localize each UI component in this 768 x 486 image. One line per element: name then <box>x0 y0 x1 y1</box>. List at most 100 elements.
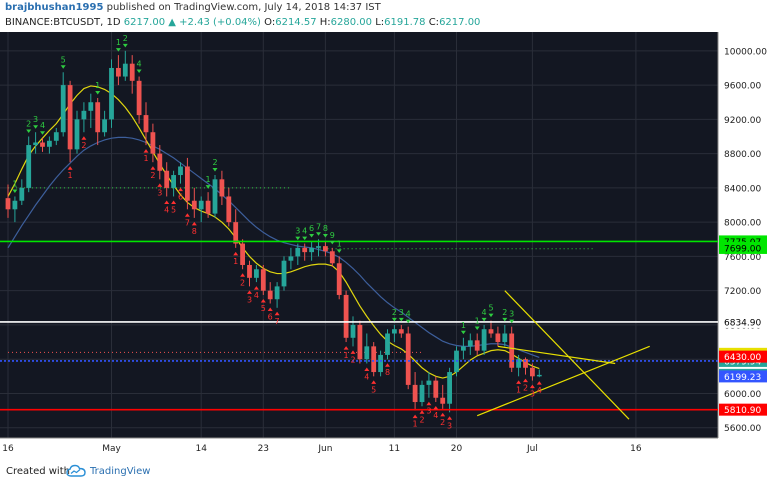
x-tick-label: Jul <box>526 444 538 454</box>
candle-body <box>316 246 321 248</box>
candle-body <box>392 329 397 334</box>
sequential-arrow-down <box>322 233 328 238</box>
candle-body <box>53 132 59 141</box>
candle-body <box>447 372 452 404</box>
price-label-box <box>719 403 767 416</box>
sequential-count-label: 1 <box>143 154 148 163</box>
open-label: O: <box>264 17 276 28</box>
candle-body <box>302 247 308 253</box>
change-arrow: ▲ <box>168 17 176 28</box>
sequential-arrow-up <box>184 213 190 217</box>
x-tick-label: 16 <box>2 444 14 454</box>
sequential-arrow-down <box>309 233 315 238</box>
sequential-arrow-up <box>157 183 163 187</box>
sequential-arrow-up <box>419 410 425 414</box>
candle-body <box>274 286 280 300</box>
sequential-arrow-up <box>343 346 349 350</box>
sequential-count-label: 2 <box>212 158 217 167</box>
candle-body <box>205 200 211 214</box>
candle-body <box>288 256 294 261</box>
sequential-arrow-down <box>40 131 45 135</box>
sequential-arrow-up <box>260 298 266 303</box>
sequential-count-label: 4 <box>537 386 542 395</box>
sequential-arrow-down <box>26 129 32 133</box>
sequential-arrow-up <box>233 251 239 256</box>
sequential-arrow-up <box>240 273 246 277</box>
candle-body <box>129 63 135 81</box>
candle-body <box>267 290 273 300</box>
candle-body <box>440 397 446 404</box>
open-value: 6214.57 <box>275 17 317 28</box>
last-price: 6217.00 <box>123 17 166 28</box>
sequential-count-label: 2 <box>240 278 245 287</box>
sequential-count-label: 5 <box>371 385 376 394</box>
sequential-arrow-down <box>60 65 66 69</box>
sequential-arrow-up <box>371 380 377 384</box>
sequential-arrow-down <box>336 249 342 253</box>
candle-body <box>523 359 528 368</box>
candle-body <box>405 333 411 385</box>
candle-body <box>136 80 142 116</box>
candle-body <box>109 67 114 120</box>
sequential-arrow-down <box>12 189 18 193</box>
candle-body <box>122 63 128 77</box>
candle-body <box>488 329 494 334</box>
candle-body <box>157 153 163 171</box>
sequential-arrow-up <box>143 149 149 153</box>
candle-body <box>364 346 370 360</box>
sequential-arrow-up <box>81 136 87 140</box>
chart-area[interactable]: 5600.006000.006400.006800.007200.007600.… <box>0 32 768 456</box>
candlestick-chart[interactable]: 5600.006000.006400.006800.007200.007600.… <box>0 32 768 456</box>
candle-body <box>495 333 501 343</box>
price-label-text: 5810.90 <box>724 406 761 416</box>
price-label-text: 6199.23 <box>724 373 761 383</box>
sequential-arrow-up <box>164 200 170 204</box>
candle-body <box>281 260 287 287</box>
high-label: H: <box>319 17 331 28</box>
close-value: 6217.00 <box>439 17 481 28</box>
candle-body <box>509 333 515 368</box>
sequential-count-label: 3 <box>157 188 162 197</box>
sequential-arrow-up <box>150 166 156 170</box>
x-tick-label: 11 <box>389 444 400 454</box>
sequential-count-label: 5 <box>61 55 66 64</box>
candle-body <box>433 380 439 398</box>
sequential-arrow-down <box>481 317 487 322</box>
tradingview-cloud-icon[interactable] <box>66 464 86 478</box>
chart-background <box>0 32 768 456</box>
candle-body <box>536 374 542 377</box>
sequential-count-label: 7 <box>316 222 321 231</box>
sequential-count-label: 2 <box>81 141 86 150</box>
sequential-arrow-down <box>95 90 101 95</box>
symbol-label: BINANCE:BTCUSDT, 1D <box>5 17 121 28</box>
candle-body <box>426 380 432 385</box>
sequential-arrow-up <box>267 307 273 312</box>
sequential-count-label: 3 <box>447 421 452 430</box>
candle-body <box>516 359 521 368</box>
close-label: C: <box>428 17 440 28</box>
sequential-count-label: 1 <box>337 239 342 248</box>
price-label-box <box>719 370 767 383</box>
time-axis-background <box>0 438 718 456</box>
candle-body <box>398 329 404 334</box>
y-tick-label: 10000.00 <box>724 47 767 57</box>
slow-moving-average-line <box>7 136 540 359</box>
candle-body <box>12 200 18 210</box>
sequential-count-label: 5 <box>171 205 176 214</box>
sequential-count-label: 2 <box>440 418 445 427</box>
sequential-arrow-down <box>474 326 480 331</box>
sequential-count-label: 3 <box>295 227 300 236</box>
sequential-count-label: 3 <box>426 407 431 416</box>
sequential-arrow-down <box>391 317 397 322</box>
candle-body <box>226 196 232 223</box>
candle-body <box>357 324 363 360</box>
sequential-arrow-down <box>488 313 494 318</box>
x-tick-label: 20 <box>451 444 463 454</box>
author-link[interactable]: brajbhushan1995 <box>5 2 104 13</box>
low-value: 6191.78 <box>384 17 426 28</box>
candle-body <box>295 247 301 257</box>
price-label-text: 6834.90 <box>724 318 761 328</box>
tradingview-brand[interactable]: TradingView <box>90 466 151 477</box>
high-value: 6280.00 <box>330 17 373 28</box>
sequential-arrow-down <box>115 48 121 52</box>
